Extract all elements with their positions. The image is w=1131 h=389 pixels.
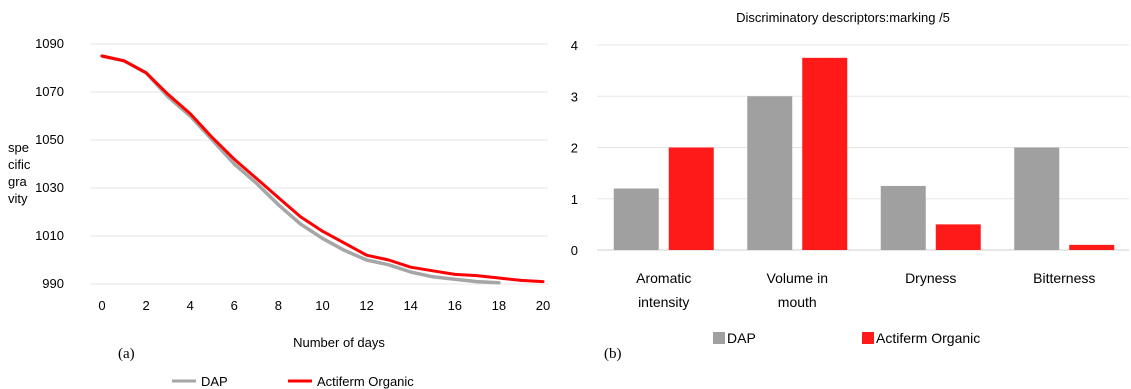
legend-entry-label: DAP	[727, 330, 756, 346]
x-tick-label: 8	[275, 298, 282, 313]
line-chart-x-tick-labels: 0 2 4 6 8 10 12 14 16 18 20	[98, 298, 550, 313]
y-axis-label-line: vity	[8, 191, 28, 206]
bar-actiferm-organic	[668, 147, 714, 250]
category-label: Dryness	[905, 270, 956, 286]
legend-entry-label: DAP	[201, 374, 228, 389]
line-chart-x-axis-label: Number of days	[293, 335, 385, 350]
line-chart-gridlines	[90, 43, 548, 285]
y-tick-label: 3	[571, 89, 578, 104]
series-line-dap	[100, 54, 501, 285]
x-tick-label: 14	[403, 298, 417, 313]
legend-swatch	[713, 332, 725, 344]
y-axis-label-line: cific	[8, 157, 31, 172]
x-tick-label: 0	[98, 298, 105, 313]
y-tick-label: 0	[571, 243, 578, 258]
y-tick-label: 1090	[35, 36, 64, 51]
line-chart-panel: 990 1010 1030 1050 1070 1090 0 2 4 6 8 10 12 14 16 18 2…	[8, 36, 550, 389]
bar-actiferm-organic	[935, 224, 981, 250]
category-label: Volume in	[767, 270, 828, 286]
line-chart-legend: DAP Actiferm Organic	[172, 374, 414, 389]
bar-chart-panel: Discriminatory descriptors:marking /5 0 1…	[571, 10, 1129, 362]
y-tick-label: 990	[42, 276, 64, 291]
bar-chart-title: Discriminatory descriptors:marking /5	[736, 10, 950, 25]
x-tick-label: 18	[492, 298, 506, 313]
line-chart-y-axis-label: spe cific gra vity	[8, 140, 31, 206]
x-tick-label: 16	[448, 298, 462, 313]
bar-chart-y-tick-labels: 0 1 2 3 4	[571, 38, 578, 258]
bar-dap	[613, 188, 659, 250]
y-tick-label: 1070	[35, 84, 64, 99]
line-chart-y-tick-labels: 990 1010 1030 1050 1070 1090	[35, 36, 64, 291]
panel-label-b: (b)	[604, 346, 622, 362]
bar-dap	[1014, 147, 1060, 250]
x-tick-label: 20	[536, 298, 550, 313]
bar-chart-bars	[613, 57, 1115, 250]
y-tick-label: 1	[571, 192, 578, 207]
bar-dap	[880, 185, 926, 250]
legend-swatch	[862, 332, 874, 344]
y-axis-label-line: gra	[8, 174, 28, 189]
y-tick-label: 4	[571, 38, 578, 53]
bar-actiferm-organic	[802, 57, 848, 250]
y-tick-label: 1030	[35, 180, 64, 195]
category-label: mouth	[778, 294, 817, 310]
bar-dap	[747, 96, 793, 250]
x-tick-label: 4	[187, 298, 194, 313]
category-label: Bitterness	[1033, 270, 1095, 286]
series-line-actiferm-organic	[100, 54, 545, 284]
y-tick-label: 1050	[35, 132, 64, 147]
y-tick-label: 1010	[35, 228, 64, 243]
line-chart-series	[100, 54, 545, 285]
category-label: Aromatic	[636, 270, 691, 286]
category-label: intensity	[638, 294, 689, 310]
bar-chart-category-labels: Aromatic intensity Volume in mouth Dryness Bi…	[636, 270, 1095, 310]
bar-chart-legend: DAP Actiferm Organic	[713, 330, 980, 346]
legend-entry-label: Actiferm Organic	[317, 374, 414, 389]
panel-label-a: (a)	[118, 346, 135, 362]
x-tick-label: 6	[231, 298, 238, 313]
y-axis-label-line: spe	[8, 140, 29, 155]
legend-entry-label: Actiferm Organic	[876, 330, 980, 346]
x-tick-label: 12	[359, 298, 373, 313]
y-tick-label: 2	[571, 141, 578, 156]
x-tick-label: 2	[142, 298, 149, 313]
x-tick-label: 10	[315, 298, 329, 313]
bar-actiferm-organic	[1069, 244, 1115, 250]
